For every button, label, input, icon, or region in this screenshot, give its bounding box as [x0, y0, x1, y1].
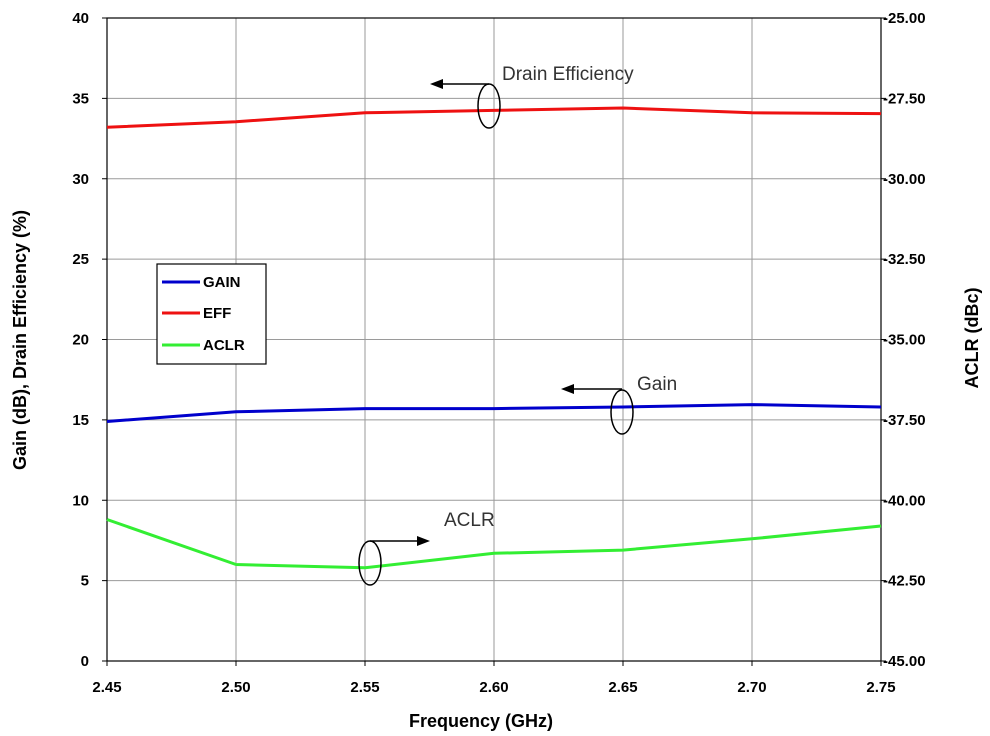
left-y-tick-label: 35: [72, 90, 89, 107]
x-tick-label: 2.55: [350, 679, 379, 696]
series-lines: [106, 106, 882, 570]
right-y-tick-label: -30.00: [883, 171, 926, 188]
left-y-tick-label: 40: [72, 10, 89, 27]
legend: GAIN EFF ACLR: [156, 263, 267, 365]
annotation-drain-efficiency: Drain Efficiency: [430, 64, 634, 129]
left-y-axis-title: Gain (dB), Drain Efficiency (%): [10, 210, 30, 470]
x-tick-label: 2.45: [92, 679, 121, 696]
right-y-axis-title: ACLR (dBc): [962, 288, 982, 389]
left-y-tick-label: 15: [72, 412, 89, 429]
series-line-aclr: [106, 518, 882, 570]
x-tick-label: 2.50: [221, 679, 250, 696]
right-y-tick-label: -45.00: [883, 653, 926, 670]
annotation-text-aclr: ACLR: [444, 510, 495, 531]
annotation-ellipse-eff: [477, 83, 501, 129]
right-y-tick-label: -27.50: [883, 90, 926, 107]
right-y-tick-label: -25.00: [883, 10, 926, 27]
left-y-tick-label: 5: [81, 573, 89, 590]
legend-label-gain: GAIN: [203, 274, 241, 291]
annotation-gain: Gain: [561, 374, 677, 435]
right-y-tick-label: -40.00: [883, 492, 926, 509]
x-tick-label: 2.60: [479, 679, 508, 696]
x-tick-label: 2.75: [866, 679, 895, 696]
annotation-aclr: ACLR: [358, 510, 495, 586]
series-line-eff: [106, 106, 882, 129]
annotation-ellipse-gain: [610, 389, 634, 435]
right-y-tick-label: -32.50: [883, 251, 926, 268]
annotation-text-gain: Gain: [637, 374, 677, 395]
left-y-tick-label: 10: [72, 492, 89, 509]
series-line-gain: [106, 403, 882, 423]
left-y-tick-label: 20: [72, 332, 89, 349]
legend-label-aclr: ACLR: [203, 337, 245, 354]
left-y-tick-labels: 0 5 10 15 20 25 30 35 40: [72, 10, 107, 670]
right-y-tick-label: -37.50: [883, 412, 926, 429]
x-tick-label: 2.65: [608, 679, 637, 696]
right-y-tick-labels: -45.00 -42.50 -40.00 -37.50 -35.00 -32.50 -30.…: [881, 10, 926, 670]
annotation-ellipse-aclr: [358, 540, 382, 586]
legend-label-eff: EFF: [203, 305, 231, 322]
left-y-tick-label: 0: [81, 653, 89, 670]
arrow-left-icon: [430, 79, 443, 89]
x-tick-labels: 2.45 2.50 2.55 2.60 2.65 2.70 2.75: [92, 661, 896, 696]
x-tick-label: 2.70: [737, 679, 766, 696]
arrow-right-icon: [417, 536, 430, 546]
right-y-tick-label: -35.00: [883, 332, 926, 349]
left-y-tick-label: 25: [72, 251, 89, 268]
left-y-tick-label: 30: [72, 171, 89, 188]
annotation-text-eff: Drain Efficiency: [502, 64, 634, 85]
x-axis-title: Frequency (GHz): [409, 711, 553, 731]
arrow-left-icon: [561, 384, 574, 394]
right-y-tick-label: -42.50: [883, 573, 926, 590]
